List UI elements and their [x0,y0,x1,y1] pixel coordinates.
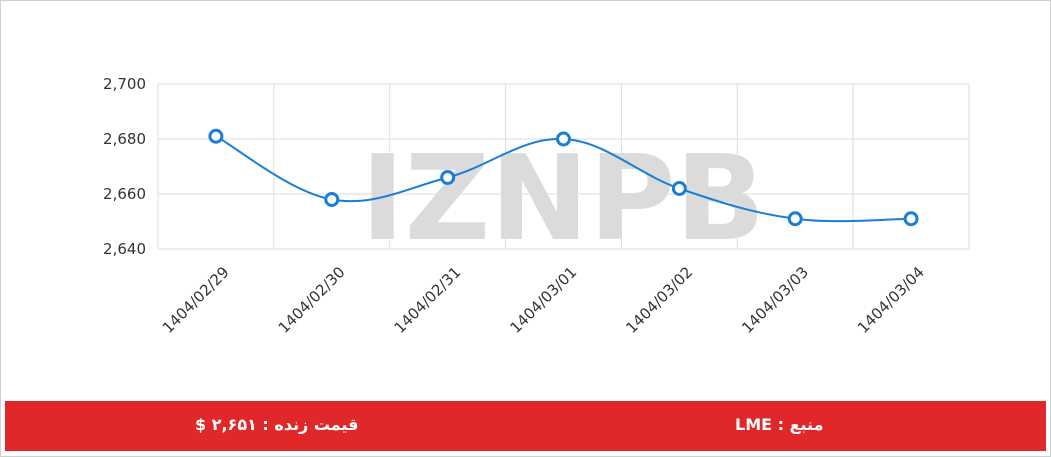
x-tick-label: 1404/03/02 [622,263,696,337]
y-tick-label: 2,700 [103,75,146,93]
x-tick-label: 1404/02/30 [275,263,349,337]
source: منبع : LME [735,415,824,434]
x-tick-label: 1404/02/31 [391,263,465,337]
point [671,181,687,196]
footer: منبع : LME قیمت زنده : ۲,۶۵۱ $ [5,401,1046,451]
x-tick-label: 1404/03/01 [506,263,580,337]
point [440,170,456,185]
live-price: قیمت زنده : ۲,۶۵۱ $ [195,415,359,434]
chart: IZNPB 2,640 2,660 2,680 2,700 1404/02/29 1404… [103,75,970,337]
x-tick-label: 1404/03/04 [854,263,928,337]
x-tick-label: 1404/02/29 [159,263,233,337]
y-tick-label: 2,640 [103,240,146,258]
watermark: IZNPB [361,129,766,267]
point [903,211,919,227]
point [324,192,340,207]
point [787,211,803,227]
x-tick-label: 1404/03/03 [738,263,812,337]
point [208,128,224,144]
y-tick-label: 2,660 [103,185,146,203]
y-tick-label: 2,680 [103,130,146,148]
point [556,131,571,147]
